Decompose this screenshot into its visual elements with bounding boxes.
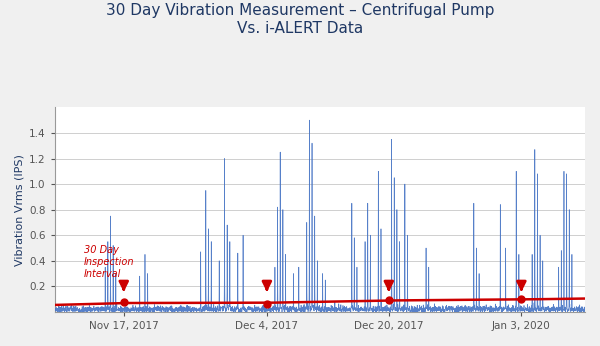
Text: 30 Day
Inspection
Interval: 30 Day Inspection Interval [84, 245, 134, 279]
Y-axis label: Vibration Vrms (IPS): Vibration Vrms (IPS) [15, 154, 25, 266]
Text: 30 Day Vibration Measurement – Centrifugal Pump
Vs. i-ALERT Data: 30 Day Vibration Measurement – Centrifug… [106, 3, 494, 36]
